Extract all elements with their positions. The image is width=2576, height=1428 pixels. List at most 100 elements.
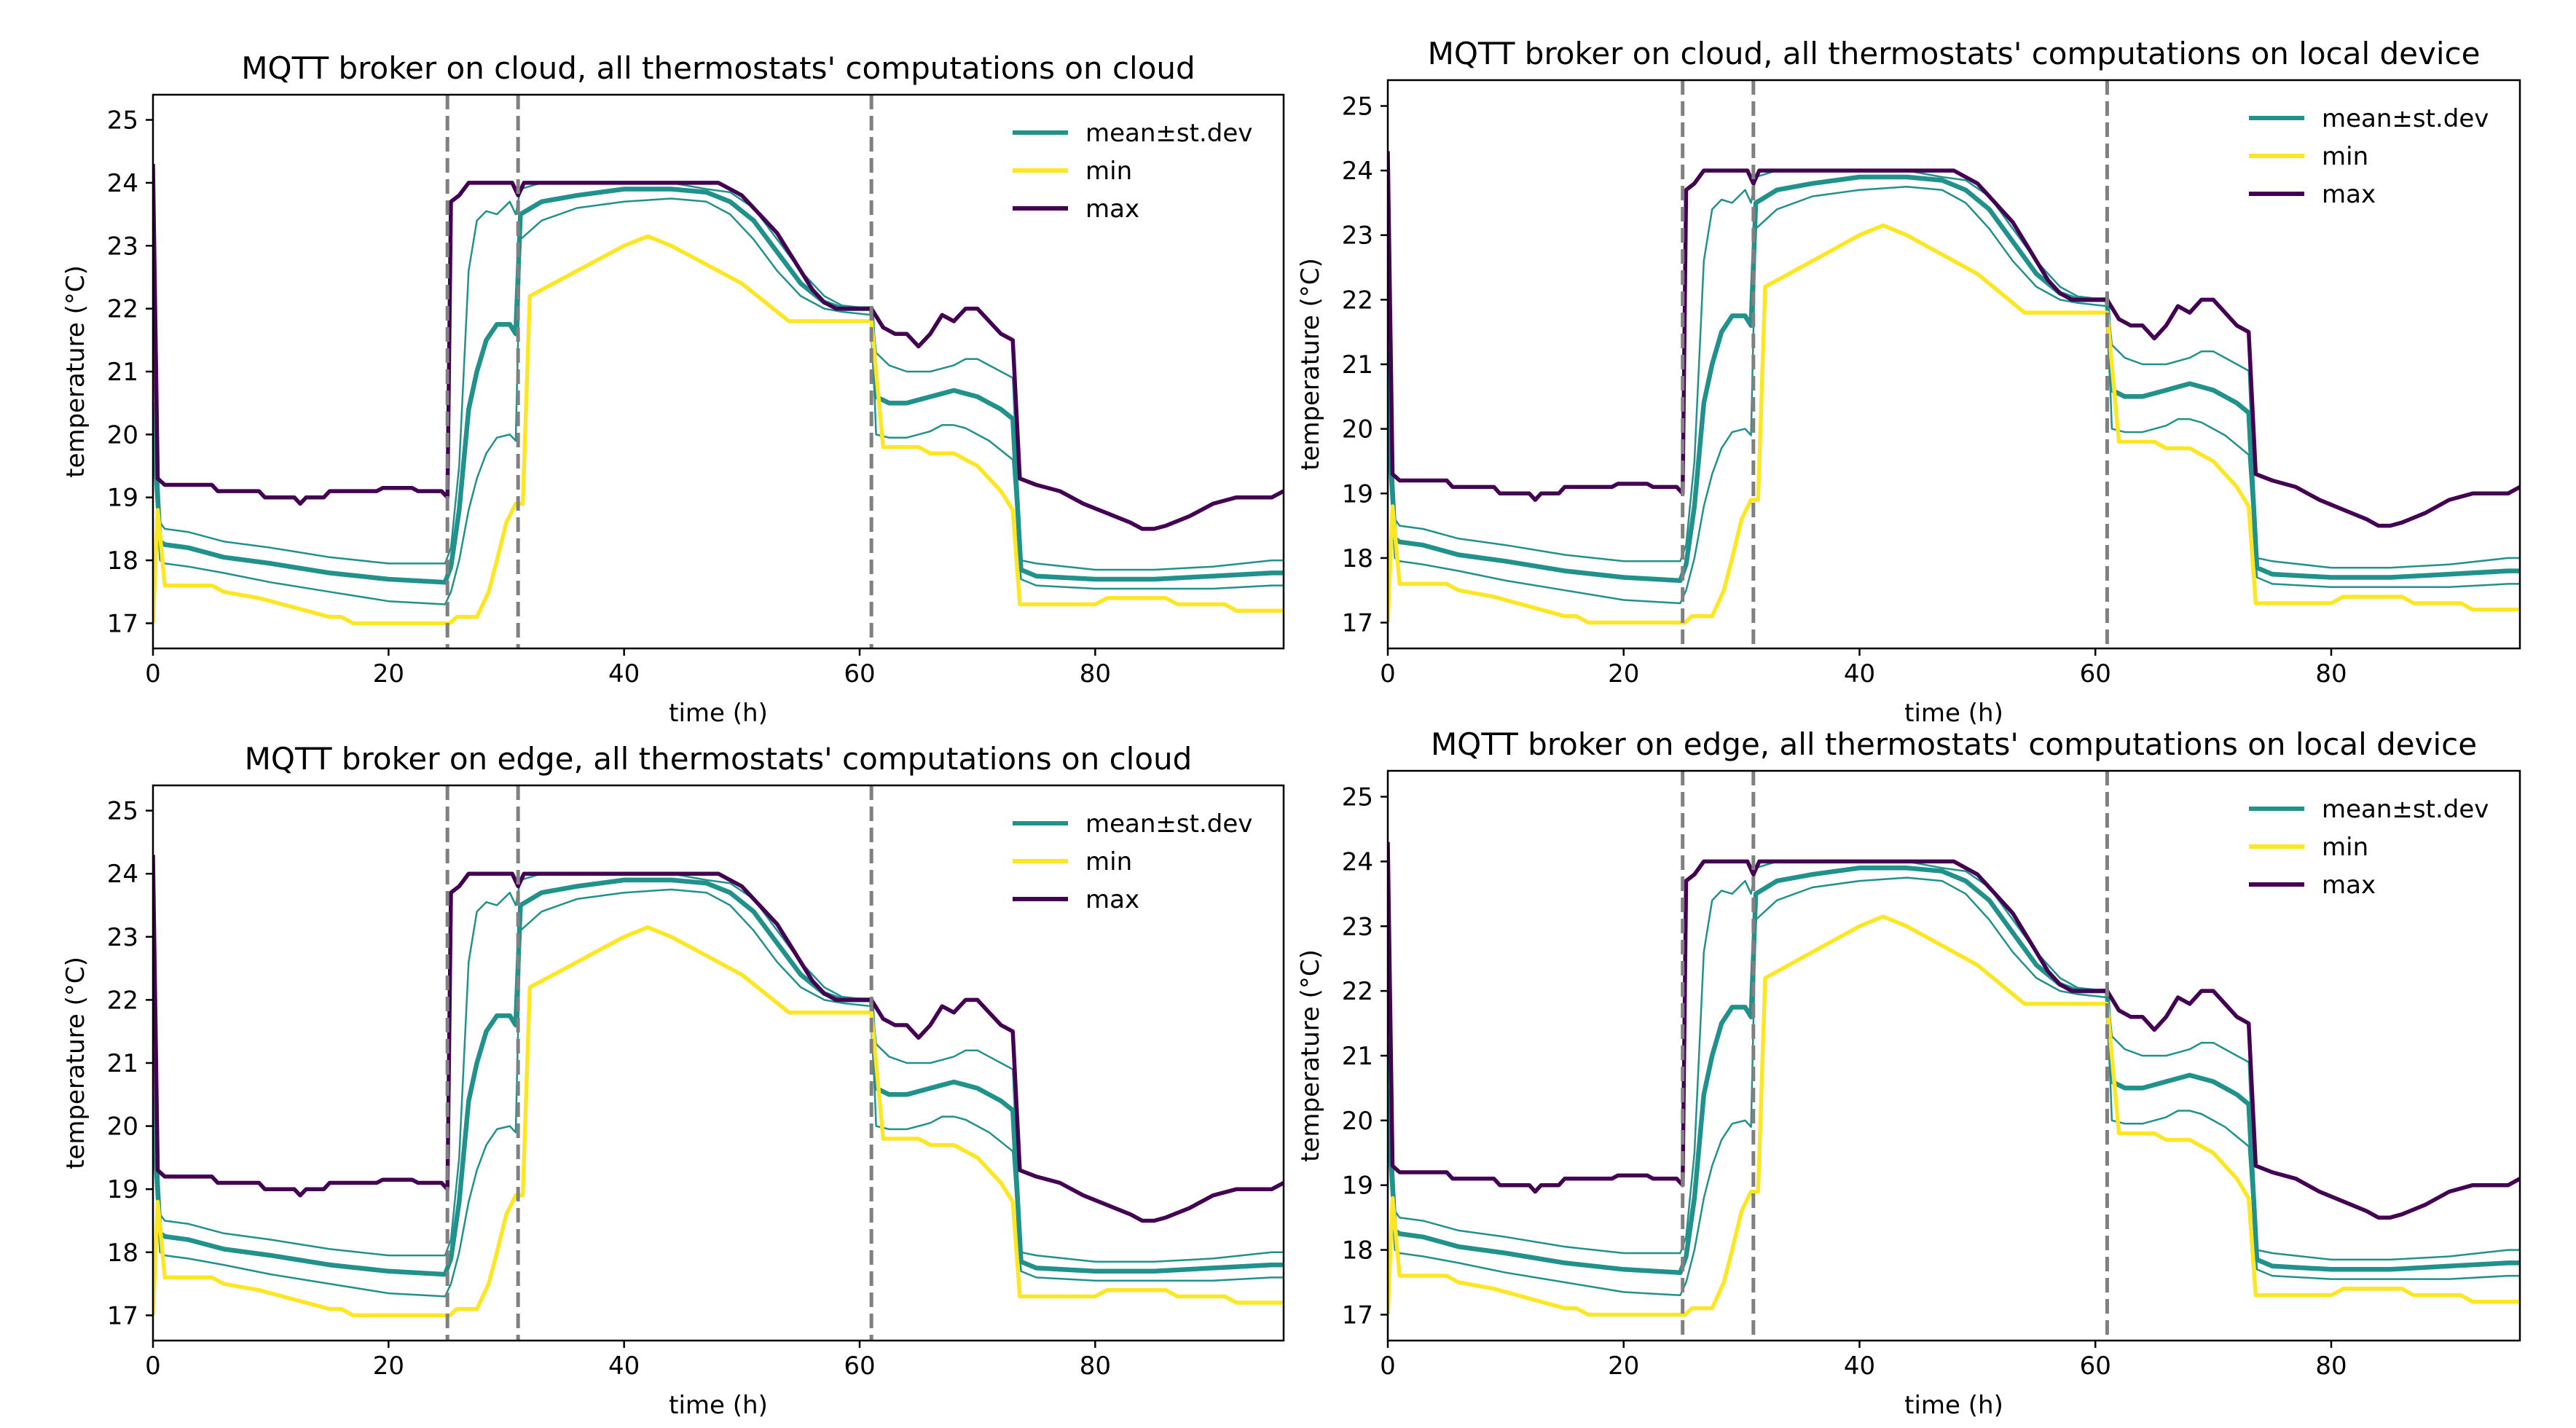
- legend-label: min: [1085, 157, 1132, 186]
- y-tick-label: 18: [1342, 544, 1373, 573]
- chart-panel-4: MQTT broker on edge, all thermostats' co…: [1296, 726, 2521, 1420]
- y-tick-label: 20: [1342, 1107, 1373, 1136]
- y-tick-label: 24: [107, 860, 138, 889]
- x-tick-label: 40: [608, 659, 640, 688]
- series-line-meanplusminus-std: [1388, 169, 2520, 569]
- series-line-mean: [1388, 174, 2520, 584]
- y-tick-label: 18: [107, 1239, 138, 1268]
- chart-title: MQTT broker on cloud, all thermostats' c…: [1428, 36, 2481, 71]
- x-tick-label: 20: [373, 1352, 404, 1381]
- chart-panel-3: MQTT broker on edge, all thermostats' co…: [61, 741, 1285, 1420]
- legend-label: min: [2322, 142, 2368, 171]
- series-line-max: [1388, 151, 2520, 528]
- y-tick-label: 19: [1342, 1172, 1373, 1201]
- series-group: [153, 163, 1284, 626]
- series-line-min: [1388, 914, 2520, 1317]
- x-tick-label: 80: [1080, 1352, 1111, 1381]
- series-line-meanminus-std: [153, 888, 1284, 1298]
- x-tick-label: 80: [1080, 659, 1111, 688]
- y-tick-label: 24: [1342, 157, 1373, 186]
- series-line-max: [153, 855, 1284, 1223]
- legend-label: mean±st.dev: [1085, 119, 1252, 148]
- y-tick-label: 21: [107, 1049, 138, 1078]
- series-line-max: [1388, 842, 2520, 1220]
- y-tick-label: 23: [107, 923, 138, 952]
- legend: mean±st.dev min max: [2249, 104, 2489, 209]
- y-tick-label: 17: [107, 609, 138, 638]
- x-tick-label: 60: [844, 1352, 875, 1381]
- chart-title: MQTT broker on edge, all thermostats' co…: [245, 741, 1193, 777]
- x-axis-label: time (h): [669, 1391, 768, 1420]
- series-line-mean: [153, 187, 1284, 585]
- series-line-max: [153, 163, 1284, 531]
- y-tick-label: 18: [107, 546, 138, 576]
- series-line-meanminus-std: [1388, 876, 2520, 1297]
- x-tick-label: 40: [608, 1352, 640, 1381]
- series-group: [1388, 151, 2520, 625]
- y-tick-label: 25: [1342, 783, 1373, 812]
- chart-panel-1: MQTT broker on cloud, all thermostats' c…: [61, 50, 1285, 728]
- x-tick-label: 20: [373, 659, 404, 688]
- y-tick-label: 23: [107, 232, 138, 261]
- x-tick-label: 60: [2080, 659, 2111, 688]
- y-tick-label: 20: [107, 420, 138, 450]
- legend-label: min: [1085, 847, 1132, 876]
- legend-label: mean±st.dev: [1085, 809, 1252, 839]
- legend-label: min: [2322, 833, 2368, 862]
- series-line-meanplusminus-std: [153, 872, 1284, 1263]
- series-line-mean: [153, 877, 1284, 1277]
- y-tick-label: 19: [107, 484, 138, 513]
- legend: mean±st.dev min max: [2249, 795, 2489, 900]
- legend-label: max: [2322, 871, 2376, 900]
- y-tick-label: 20: [107, 1113, 138, 1142]
- x-axis-label: time (h): [1904, 699, 2003, 728]
- y-tick-label: 24: [107, 169, 138, 198]
- series-group: [153, 855, 1284, 1318]
- y-tick-label: 22: [107, 986, 138, 1015]
- y-tick-label: 25: [107, 106, 138, 136]
- x-tick-label: 0: [1380, 1352, 1396, 1381]
- x-tick-label: 20: [1608, 1352, 1639, 1381]
- series-line-min: [1388, 223, 2520, 625]
- x-axis-label: time (h): [669, 699, 768, 728]
- y-tick-label: 23: [1342, 221, 1373, 251]
- y-tick-label: 21: [1342, 350, 1373, 380]
- x-tick-label: 60: [2080, 1352, 2111, 1381]
- y-tick-label: 22: [107, 295, 138, 324]
- series-line-meanplusminus-std: [1388, 860, 2520, 1261]
- y-axis-label: temperature (°C): [1296, 949, 1325, 1162]
- series-line-meanplusminus-std: [153, 181, 1284, 571]
- y-axis-label: temperature (°C): [61, 265, 90, 478]
- y-tick-label: 21: [1342, 1042, 1373, 1071]
- legend-label: mean±st.dev: [2322, 795, 2489, 824]
- x-tick-label: 0: [1380, 659, 1396, 688]
- x-tick-label: 60: [844, 659, 875, 688]
- y-axis-label: temperature (°C): [61, 957, 90, 1169]
- y-tick-label: 19: [1342, 479, 1373, 509]
- legend-label: mean±st.dev: [2322, 104, 2489, 133]
- series-line-min: [153, 234, 1284, 626]
- y-tick-label: 24: [1342, 847, 1373, 876]
- x-tick-label: 20: [1608, 659, 1639, 688]
- y-tick-label: 20: [1342, 415, 1373, 444]
- y-axis-label: temperature (°C): [1296, 258, 1325, 471]
- x-tick-label: 80: [2315, 1352, 2347, 1381]
- legend: mean±st.dev min max: [1013, 119, 1252, 224]
- series-line-mean: [1388, 866, 2520, 1275]
- y-tick-label: 25: [1342, 92, 1373, 121]
- series-group: [1388, 842, 2520, 1317]
- y-tick-label: 19: [107, 1175, 138, 1204]
- series-line-min: [153, 925, 1284, 1318]
- x-axis-label: time (h): [1904, 1391, 2003, 1420]
- x-tick-label: 40: [1844, 659, 1875, 688]
- x-tick-label: 40: [1844, 1352, 1875, 1381]
- chart-title: MQTT broker on cloud, all thermostats' c…: [241, 50, 1195, 86]
- x-tick-label: 0: [145, 1352, 161, 1381]
- series-line-meanminus-std: [153, 197, 1284, 605]
- y-tick-label: 17: [1342, 1300, 1373, 1330]
- y-tick-label: 23: [1342, 912, 1373, 941]
- y-tick-label: 22: [1342, 286, 1373, 315]
- series-line-meanminus-std: [1388, 185, 2520, 605]
- y-tick-label: 17: [107, 1301, 138, 1330]
